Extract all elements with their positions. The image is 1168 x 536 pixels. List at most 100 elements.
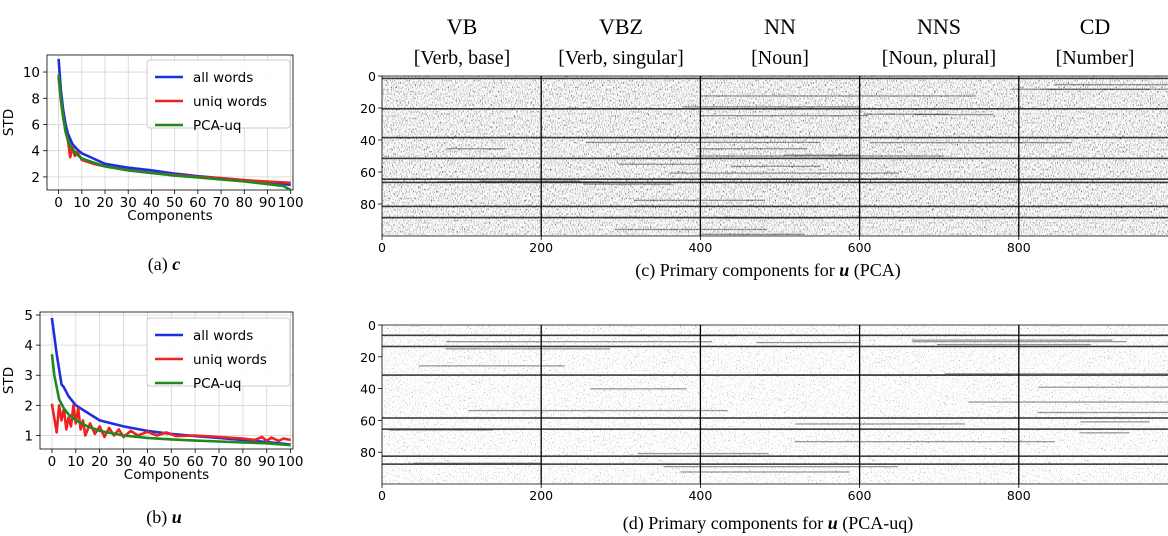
pos-group-headers: VB [Verb, base] VBZ [Verb, singular] NN [Noun… bbox=[414, 14, 1135, 69]
caption-d-symbol: u bbox=[828, 513, 838, 533]
x-tick-label: 0 bbox=[48, 454, 57, 470]
heatmap-speckle-row bbox=[468, 409, 728, 412]
y-tick-label: 40 bbox=[360, 382, 376, 397]
x-tick-label: 100 bbox=[278, 195, 304, 211]
y-tick-label: 4 bbox=[24, 338, 33, 354]
x-tick-label: 40 bbox=[143, 195, 160, 211]
heatmap-speckle-row bbox=[389, 429, 494, 431]
series-line-uniq-words bbox=[50, 403, 291, 443]
y-tick-label: 6 bbox=[31, 117, 40, 133]
heatmap-speckle-row bbox=[783, 154, 860, 156]
heatmap-speckle-row bbox=[1080, 421, 1150, 423]
heatmap-speckle-row bbox=[589, 388, 687, 390]
x-tick-label: 90 bbox=[258, 454, 275, 470]
heatmap-speckle-row bbox=[911, 339, 1113, 341]
pos-desc: [Noun] bbox=[751, 47, 809, 69]
heatmap-speckle-row bbox=[731, 165, 821, 167]
pos-tag: NNS bbox=[917, 14, 961, 39]
heatmap-dark-row bbox=[382, 455, 1168, 457]
pos-tag: VBZ bbox=[599, 14, 643, 39]
x-axis-label: Components bbox=[127, 208, 212, 224]
heatmap-speckle-row bbox=[669, 172, 899, 174]
x-tick-label: 30 bbox=[120, 195, 137, 211]
x-tick-label: 70 bbox=[212, 195, 229, 211]
heatmap-speckle-row bbox=[968, 401, 1168, 403]
pos-desc: [Number] bbox=[1056, 47, 1135, 69]
x-tick-label: 800 bbox=[1007, 488, 1031, 503]
x-tick-label: 100 bbox=[278, 454, 304, 470]
x-tick-label: 200 bbox=[529, 240, 553, 255]
heatmap-speckle-row bbox=[1011, 88, 1168, 90]
heatmap-speckle-row bbox=[756, 341, 861, 344]
heatmap-speckle-row bbox=[419, 365, 565, 367]
heatmap-dark-row bbox=[382, 205, 1168, 208]
y-tick-label: 1 bbox=[24, 428, 33, 444]
chart-c-heatmap-pca: 0 200 400 600 800 0 20 40 60 80 bbox=[360, 69, 1168, 255]
heatmap-speckle-row bbox=[719, 217, 824, 219]
y-tick-label: 80 bbox=[360, 197, 376, 212]
x-tick-label: 600 bbox=[848, 488, 872, 503]
heatmap-dark-row bbox=[382, 334, 1168, 337]
x-tick-label: 30 bbox=[115, 454, 132, 470]
heatmap-speckle-row bbox=[663, 465, 899, 468]
heatmap-speckle-row bbox=[413, 462, 542, 464]
caption-c: (c) Primary components for u (PCA) bbox=[635, 260, 900, 281]
x-tick-label: 50 bbox=[166, 195, 183, 211]
x-tick-label: 0 bbox=[378, 240, 386, 255]
caption-b: (b) u bbox=[146, 507, 182, 528]
x-tick-label: 0 bbox=[54, 195, 63, 211]
heatmap-speckle-row bbox=[680, 471, 850, 473]
caption-c-letter: (c) bbox=[635, 260, 655, 281]
heatmap-speckle-row bbox=[794, 441, 1055, 443]
heatmap-speckle-row bbox=[700, 95, 977, 97]
chart-b-std-u: 0 10 20 30 40 50 60 70 80 90 100 1 2 3 4 5 Components STD… bbox=[1, 308, 304, 483]
heatmap-speckle-row bbox=[637, 452, 769, 455]
heatmap-field bbox=[382, 325, 1168, 484]
caption-a-letter: (a) bbox=[148, 254, 168, 275]
x-tick-label: 0 bbox=[378, 488, 386, 503]
heatmap-speckle-row bbox=[1038, 386, 1168, 388]
y-tick-label: 3 bbox=[24, 368, 33, 384]
heatmap-dark-row bbox=[382, 417, 1168, 419]
caption-b-symbol: u bbox=[172, 507, 182, 527]
x-tick-label: 70 bbox=[210, 454, 227, 470]
heatmap-speckle-row bbox=[445, 341, 713, 343]
legend: all words uniq words PCA-uq bbox=[146, 59, 291, 134]
x-tick-label: 400 bbox=[688, 488, 712, 503]
heatmap-field bbox=[382, 76, 1168, 236]
chart-d-heatmap-pca-uq: 0 200 400 600 800 0 20 40 60 80 bbox=[360, 318, 1168, 503]
caption-a: (a) c bbox=[148, 254, 180, 275]
x-tick-label: 400 bbox=[688, 240, 712, 255]
x-tick-label: 40 bbox=[139, 454, 156, 470]
caption-a-symbol: c bbox=[172, 254, 180, 274]
x-tick-label: 90 bbox=[259, 195, 276, 211]
heatmap-speckle-row bbox=[633, 199, 766, 201]
heatmap-dark-row bbox=[382, 178, 1168, 180]
heatmap-dark-row bbox=[382, 108, 1168, 110]
y-tick-label: 0 bbox=[368, 318, 376, 333]
heatmap-dark-row bbox=[382, 216, 1168, 219]
heatmap-speckle-row bbox=[618, 163, 704, 165]
pos-tag: VB bbox=[447, 14, 478, 39]
y-tick-label: 2 bbox=[31, 170, 40, 186]
heatmap-speckle-row bbox=[585, 141, 821, 144]
x-tick-label: 600 bbox=[848, 240, 872, 255]
y-tick-label: 40 bbox=[360, 133, 376, 148]
heatmap-dark-row bbox=[382, 157, 1168, 160]
legend-label: uniq words bbox=[193, 94, 267, 110]
caption-d-letter: (d) bbox=[623, 513, 644, 534]
legend-label: all words bbox=[193, 328, 253, 344]
x-tick-label: 80 bbox=[234, 454, 251, 470]
caption-d-text: Primary components for bbox=[648, 513, 823, 533]
heatmap-speckle-row bbox=[912, 340, 1127, 343]
y-tick-label: 10 bbox=[23, 65, 40, 81]
plot-frame bbox=[39, 311, 294, 450]
heatmap-dark-row bbox=[382, 77, 1168, 80]
heatmap-speckle-row bbox=[863, 113, 949, 115]
heatmap-speckle-row bbox=[445, 348, 611, 350]
legend-label: PCA-uq bbox=[193, 118, 242, 134]
x-tick-label: 10 bbox=[67, 454, 84, 470]
series-line-pca-uq bbox=[50, 354, 291, 447]
heatmap-speckle-row bbox=[945, 373, 1168, 375]
